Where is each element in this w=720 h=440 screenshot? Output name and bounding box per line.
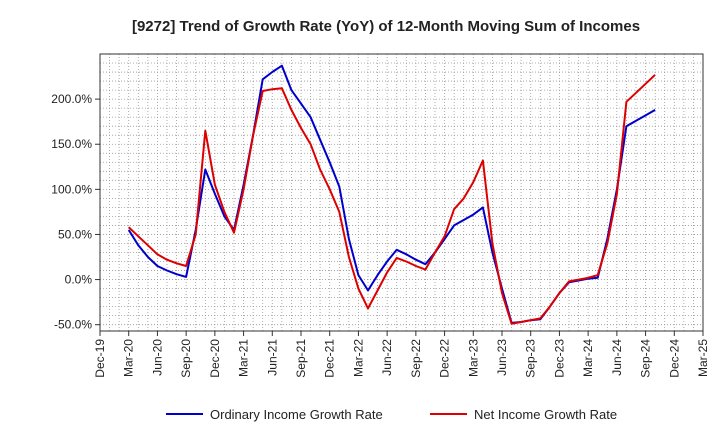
legend-label-ordinary-income: Ordinary Income Growth Rate: [210, 407, 383, 422]
x-tick-label: Sep-23: [524, 339, 538, 378]
series-layer: [127, 64, 656, 325]
x-tick-label: Jun-21: [265, 339, 279, 376]
y-axis: -50.0% 0.0% 50.0% 100.0% 150.0% 200.0%: [51, 92, 100, 332]
x-tick-label: Jun-24: [610, 339, 624, 376]
y-tick-label: -50.0%: [54, 318, 92, 332]
x-tick-label: Dec-22: [438, 339, 452, 378]
x-tick-label: Mar-21: [237, 339, 251, 377]
x-tick-label: Mar-20: [122, 339, 136, 377]
x-tick-label: Sep-20: [179, 339, 193, 378]
x-tick-label: Mar-25: [696, 339, 710, 377]
chart-title: [9272] Trend of Growth Rate (YoY) of 12-…: [132, 18, 640, 35]
x-tick-label: Jun-22: [380, 339, 394, 376]
y-tick-label: 200.0%: [51, 92, 92, 106]
legend: Ordinary Income Growth Rate Net Income G…: [166, 407, 617, 422]
x-tick-label: Dec-24: [667, 339, 681, 378]
y-tick-label: 50.0%: [58, 227, 92, 241]
plot-frame: [99, 53, 704, 332]
x-tick-label: Dec-20: [208, 339, 222, 378]
x-axis: Dec-19 Mar-20 Jun-20 Sep-20 Dec-20 Mar-21 Jun-…: [93, 331, 710, 378]
x-tick-label: Dec-19: [93, 339, 107, 378]
legend-label-net-income: Net Income Growth Rate: [474, 407, 617, 422]
series-line-net-income: [128, 74, 656, 325]
x-tick-label: Mar-23: [466, 339, 480, 377]
x-tick-label: Mar-24: [581, 339, 595, 377]
series-line-ordinary-income: [127, 64, 656, 324]
y-tick-label: 0.0%: [65, 273, 93, 287]
x-tick-label: Dec-21: [323, 339, 337, 378]
x-tick-label: Sep-24: [639, 339, 653, 378]
y-tick-label: 100.0%: [51, 182, 92, 196]
grid: [100, 54, 703, 331]
x-tick-label: Jun-23: [495, 339, 509, 376]
x-tick-label: Sep-22: [409, 339, 423, 378]
x-tick-label: Jun-20: [150, 339, 164, 376]
x-tick-label: Dec-23: [552, 339, 566, 378]
x-tick-label: Sep-21: [294, 339, 308, 378]
x-tick-label: Mar-22: [351, 339, 365, 377]
y-tick-label: 150.0%: [51, 137, 92, 151]
